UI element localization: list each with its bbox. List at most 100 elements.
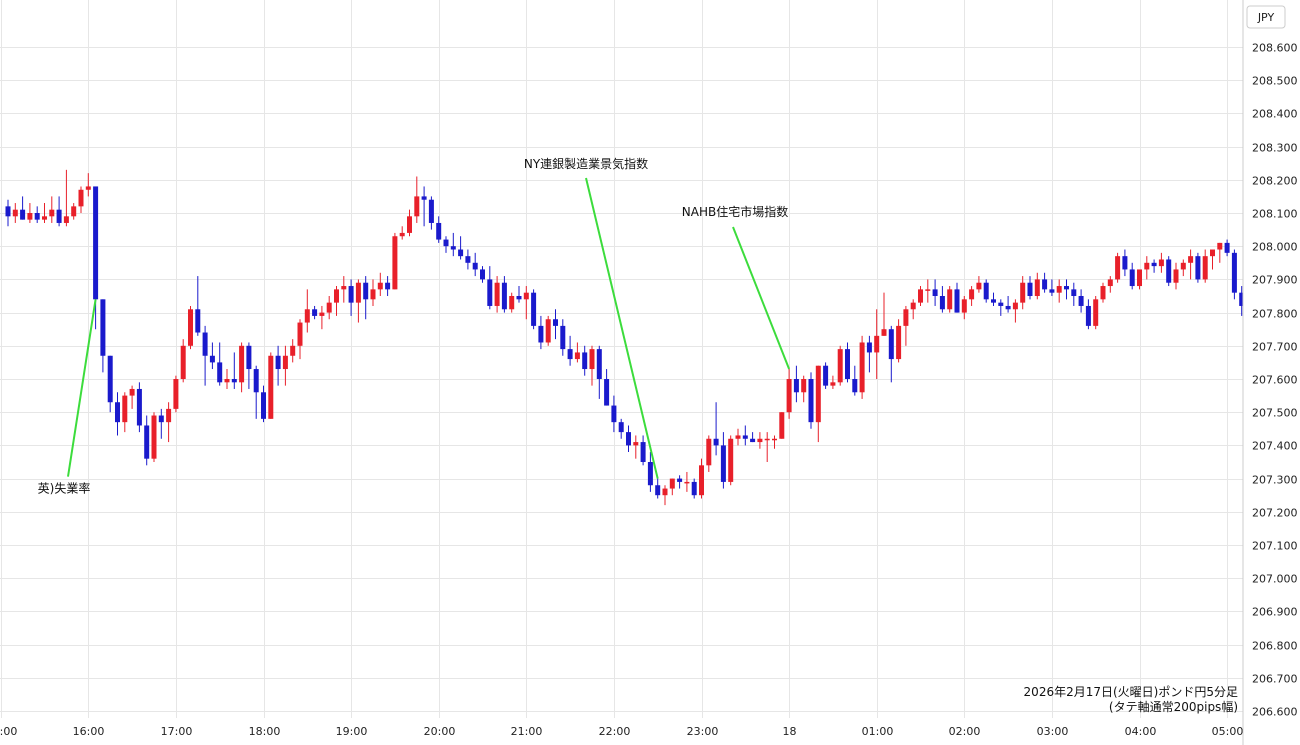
price-axis: JPY 208.600 208.500 208.400 208.300 208.200 2… [1242,0,1300,745]
candle [115,392,120,436]
candle [1180,259,1186,277]
candle [983,279,989,303]
candle-body [1166,259,1172,283]
candle [881,292,887,336]
candle-body [136,388,142,426]
candles [5,169,1252,506]
candle [209,342,215,370]
candle-body [531,292,537,326]
candle-body [297,322,303,346]
candle [399,226,405,240]
candle-body [312,309,318,316]
candle-body [772,438,777,441]
candle-body [947,289,953,310]
candle-body [487,279,493,306]
candle [1042,272,1048,293]
candle [1195,252,1201,283]
candle [1137,269,1142,290]
candle-body [100,299,106,356]
candle [12,203,18,223]
candle [414,176,420,223]
candle-body [443,239,449,247]
candle [334,286,339,316]
candle-body [779,412,785,439]
candle [1049,279,1055,296]
candle [1071,282,1077,306]
candle-body [1078,296,1084,306]
y-tick-label: 208.200 [1252,175,1298,188]
candle [129,385,135,409]
candle [808,372,814,429]
candle [1115,252,1121,283]
candle [720,432,726,489]
x-tick-label: 03:00 [1037,725,1069,738]
candle [1217,242,1223,263]
y-tick-label: 207.700 [1252,341,1298,354]
candle [553,309,558,340]
candle-body [341,286,347,290]
candle-body [253,369,259,393]
candle-body [392,236,398,290]
candle [567,335,573,366]
y-tick-label: 208.500 [1252,75,1298,88]
candle-body [319,312,325,316]
candle [961,296,967,320]
candle [640,435,646,466]
candle-body [180,345,186,379]
candle-body [1115,256,1121,280]
candle-body [1093,299,1099,326]
candle [1239,286,1245,316]
candle-body [399,232,405,237]
candle [195,276,201,336]
candle [1166,256,1172,287]
candle-body [239,345,245,383]
candle-body [27,213,33,220]
candle [947,286,953,313]
candle [604,369,610,406]
candle [443,236,449,253]
candle [122,392,128,433]
candle-body [932,289,938,296]
candle-body [633,442,639,446]
candle-body [669,478,675,489]
candle-body [12,209,18,217]
candle-body [275,355,281,370]
candle-body [407,216,412,233]
candle [355,279,361,323]
annotation-label: NAHB住宅市場指数 [682,204,788,219]
candle-body [231,379,237,383]
candle [903,305,909,346]
candle-body [961,299,967,313]
candle-body [976,282,982,290]
candle [224,369,230,389]
candle [531,289,537,330]
x-tick-label: 23:00 [687,725,719,738]
candle [385,276,391,296]
candle-body [1071,289,1077,296]
candle [5,199,11,227]
candle [969,286,975,306]
candle-body [837,349,843,383]
candle [655,478,661,499]
candle-body [34,213,40,220]
y-tick-label: 206.900 [1252,606,1298,619]
candle [757,432,763,449]
candle [596,345,602,399]
candle-body [501,282,507,310]
candle-body [458,249,464,257]
chart-info-line-2: (タテ軸通常200pips幅) [1109,699,1238,714]
candle-body [852,379,858,393]
candle-body [49,209,55,217]
candle-body [465,256,471,263]
x-tick-label: 21:00 [511,725,543,738]
candle [1210,249,1215,270]
y-tick-label: 207.900 [1252,274,1298,287]
annotation-label: 英)失業率 [38,481,91,496]
candle-body [1122,256,1128,270]
candle-body [1158,259,1164,267]
currency-label: JPY [1257,11,1275,24]
candle-body [1217,242,1223,250]
candle-body [706,438,712,466]
candle-body [1049,289,1055,293]
candle-body [1231,252,1237,293]
